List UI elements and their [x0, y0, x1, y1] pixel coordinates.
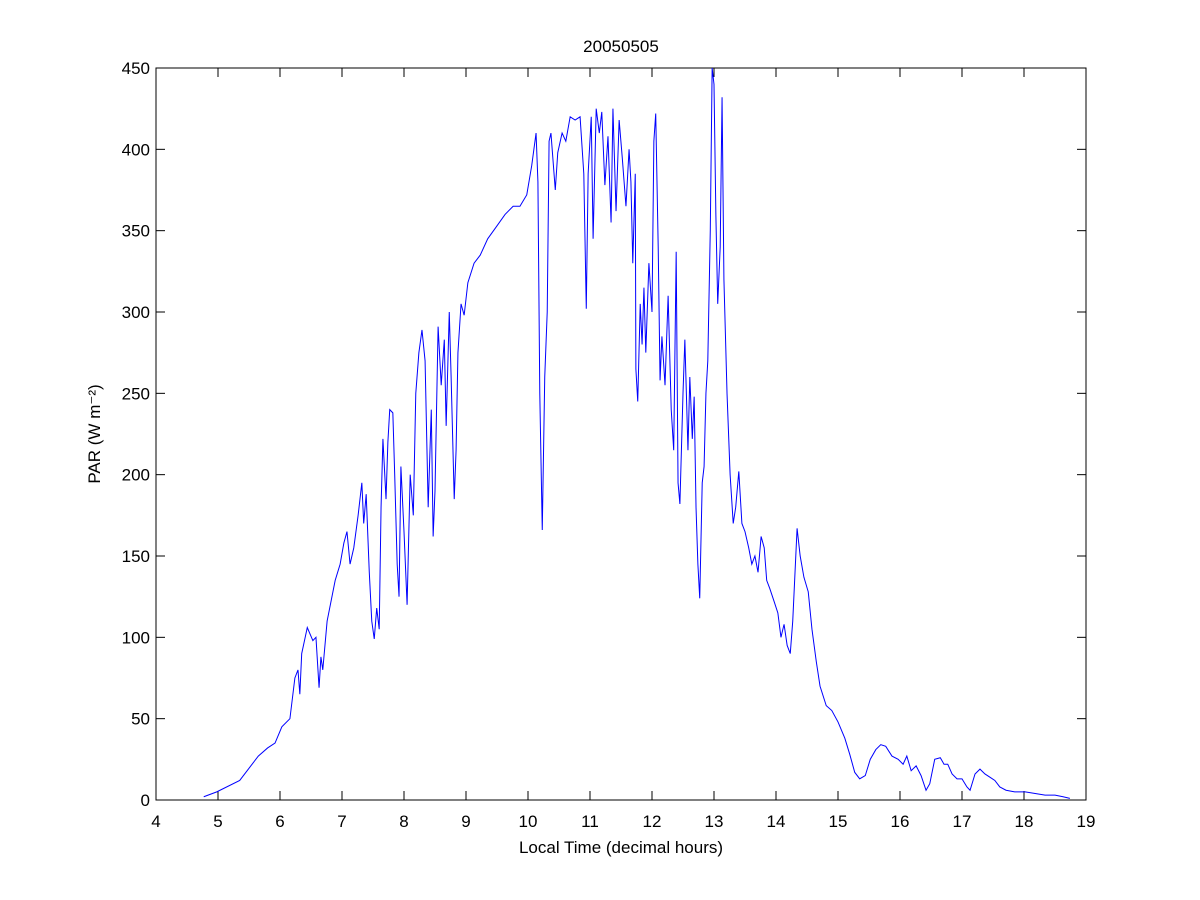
x-tick-label: 7 [337, 812, 346, 831]
y-tick-label: 100 [122, 628, 150, 647]
y-tick-label: 350 [122, 222, 150, 241]
x-axis-label: Local Time (decimal hours) [519, 838, 723, 857]
x-tick-label: 16 [891, 812, 910, 831]
y-tick-label: 250 [122, 384, 150, 403]
x-tick-label: 11 [581, 812, 599, 831]
x-tick-label: 15 [829, 812, 848, 831]
y-tick-label: 400 [122, 140, 150, 159]
x-tick-label: 18 [1015, 812, 1034, 831]
x-tick-label: 17 [953, 812, 972, 831]
x-tick-label: 5 [213, 812, 222, 831]
y-tick-label: 150 [122, 547, 150, 566]
y-tick-label: 450 [122, 59, 150, 78]
y-tick-label: 50 [131, 710, 150, 729]
chart-title: 20050505 [583, 37, 659, 56]
x-tick-label: 6 [275, 812, 284, 831]
x-tick-label: 4 [151, 812, 160, 831]
x-tick-label: 14 [767, 812, 786, 831]
y-tick-label: 200 [122, 466, 150, 485]
x-tick-label: 13 [705, 812, 724, 831]
plot-box [155, 67, 1087, 801]
x-tick-label: 12 [643, 812, 662, 831]
data-line [203, 67, 1070, 799]
y-tick-label: 300 [122, 303, 150, 322]
x-tick-label: 9 [461, 812, 470, 831]
y-axis-label: PAR (W m⁻²) [85, 384, 104, 483]
x-tick-label: 8 [399, 812, 408, 831]
x-tick-label: 10 [519, 812, 538, 831]
x-tick-label: 19 [1077, 812, 1096, 831]
y-tick-label: 0 [141, 791, 150, 810]
